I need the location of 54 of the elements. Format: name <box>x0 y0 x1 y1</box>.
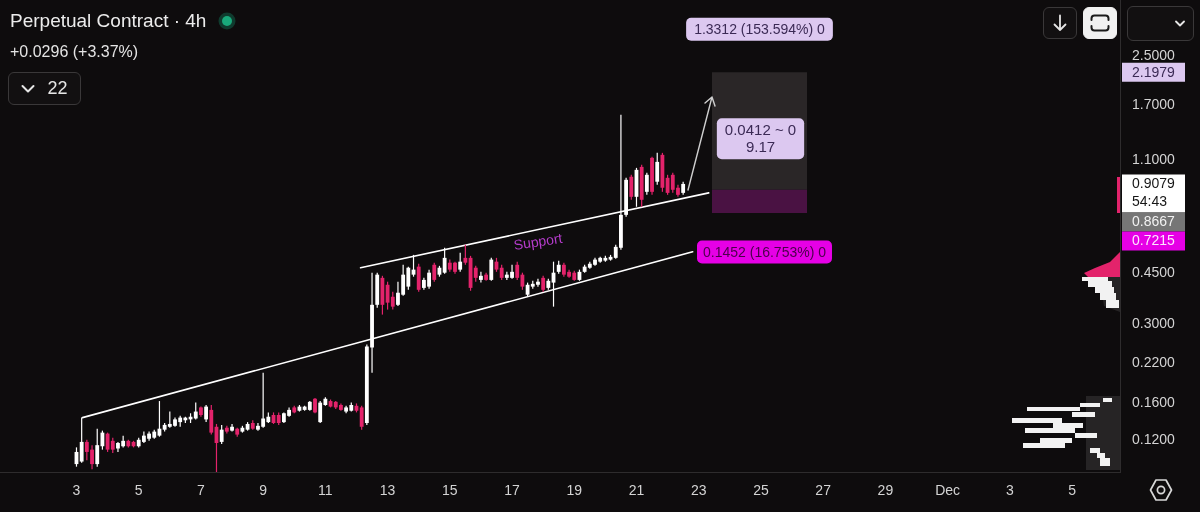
x-tick-label: 25 <box>753 482 769 499</box>
y-tick-label: 0.2200 <box>1132 354 1176 371</box>
candlestick <box>463 244 468 266</box>
y-tick-label: 0.4500 <box>1132 263 1176 280</box>
x-tick-label: 5 <box>134 482 143 499</box>
candlestick <box>359 405 364 431</box>
annotation: 9.17 <box>745 138 776 156</box>
candlestick <box>209 404 214 436</box>
y-tick-label: 2.5000 <box>1132 46 1176 63</box>
candlestick <box>458 252 463 273</box>
text: 0.9079 <box>1132 175 1175 192</box>
x-tick-label: 3 <box>72 482 81 499</box>
x-tick-label: 29 <box>877 482 894 499</box>
candlestick <box>432 262 437 283</box>
x-tick-label: 21 <box>628 482 645 499</box>
x-tick-label: 3 <box>1005 482 1014 499</box>
text: 2.1979 <box>1132 63 1176 80</box>
band-label: 1.3312 (153.594%) 0 <box>694 21 826 38</box>
text: 54:43 <box>1132 193 1168 210</box>
candlestick <box>655 152 660 186</box>
x-tick-label: 19 <box>566 482 583 499</box>
x-tick-label: 15 <box>442 482 458 499</box>
annotation: 22 <box>47 78 68 99</box>
candlestick <box>219 424 224 445</box>
annotation: 0.0412 ~ 0 <box>724 121 797 139</box>
candlestick <box>644 172 649 196</box>
candlestick <box>79 417 84 464</box>
y-tick-label: 1.7000 <box>1132 95 1176 112</box>
x-tick-label: 7 <box>197 482 206 499</box>
candlestick <box>629 174 634 201</box>
x-tick-label: 17 <box>504 482 521 499</box>
candlestick <box>489 257 494 282</box>
y-tick-label: 0.1200 <box>1132 430 1176 447</box>
candlestick <box>416 263 421 293</box>
x-tick-label: 13 <box>379 482 396 499</box>
band-label: 0.1452 (16.753%) 0 <box>703 243 827 260</box>
x-tick-label: 11 <box>318 482 333 499</box>
y-tick-label: 0.1600 <box>1132 394 1176 411</box>
text: 0.7215 <box>1132 232 1176 249</box>
x-tick-label: 5 <box>1068 482 1077 499</box>
y-tick-label: 1.1000 <box>1132 150 1176 167</box>
text: +0.0296 (+3.37%) <box>10 43 139 61</box>
dropdown: 22 <box>8 72 81 105</box>
text: Perpetual Contract · 4h <box>10 10 207 32</box>
x-tick-label: 27 <box>815 482 832 499</box>
x-tick-label: Dec <box>935 482 961 499</box>
candlestick <box>318 400 323 424</box>
candlestick <box>95 428 100 468</box>
x-tick-label: 9 <box>259 482 268 499</box>
x-tick-label: 23 <box>690 482 707 499</box>
text: 0.8667 <box>1132 213 1176 230</box>
y-tick-label: 0.3000 <box>1132 314 1176 331</box>
candlestick <box>479 271 483 284</box>
annotation: Support <box>512 229 564 253</box>
